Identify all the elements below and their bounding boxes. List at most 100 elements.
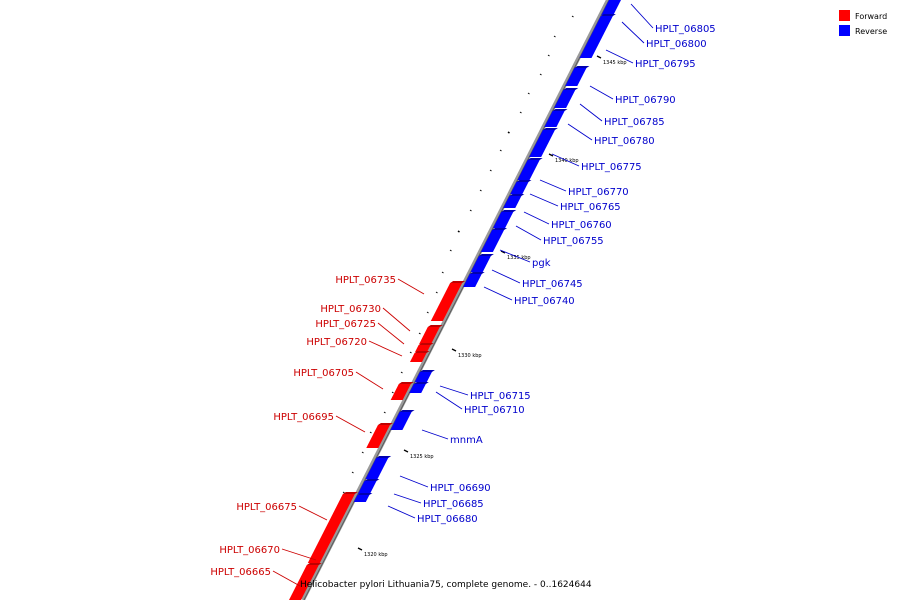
gene-label: HPLT_06785 (579, 103, 665, 128)
gene-top-face (413, 382, 429, 384)
legend-reverse-swatch (839, 25, 850, 36)
gene-top-face (306, 563, 322, 565)
gene-label: HPLT_06790 (589, 85, 676, 106)
gene-label-text: HPLT_06670 (219, 545, 280, 556)
gene-label: HPLT_06735 (335, 275, 425, 295)
forward-gene (390, 382, 414, 400)
forward-gene (415, 343, 434, 352)
leader-line (439, 385, 469, 396)
scale-tick-label: 1345 kbp (603, 60, 627, 66)
gene-body (419, 327, 440, 344)
leader-line (621, 21, 645, 44)
gene-label: HPLT_06730 (320, 304, 411, 332)
gene-body (579, 16, 613, 58)
gene-top-face (501, 210, 517, 212)
minor-tick (361, 451, 364, 454)
minor-tick (479, 189, 482, 192)
gene-label: HPLT_06755 (515, 225, 604, 247)
gene-body (390, 412, 412, 430)
gene-body (554, 90, 576, 108)
gene-label: HPLT_06695 (273, 412, 366, 433)
leader-line (272, 570, 301, 587)
leader-line (368, 340, 403, 357)
gene-label: HPLT_06795 (605, 49, 696, 70)
reverse-gene (493, 210, 517, 228)
gene-top-face (492, 228, 508, 230)
minor-tick (400, 371, 403, 374)
gene-body (470, 256, 491, 272)
reverse-gene (353, 493, 373, 502)
gene-body (353, 495, 370, 502)
gene-top-face (469, 272, 485, 274)
gene-label: HPLT_06745 (491, 269, 583, 290)
leader-line (529, 193, 559, 207)
leader-line (539, 179, 567, 192)
gene-label-text: HPLT_06680 (417, 514, 478, 525)
gene-label-text: HPLT_06685 (423, 499, 484, 510)
gene-body (307, 494, 355, 563)
gene-body (366, 425, 390, 448)
gene-top-face (357, 493, 373, 495)
reverse-gene (480, 228, 508, 252)
minor-tick (409, 351, 412, 354)
minor-tick (553, 35, 556, 38)
genome-backbone (301, 0, 610, 600)
gene-top-face (542, 128, 558, 130)
gene-label: HPLT_06760 (523, 211, 612, 231)
reverse-gene (554, 88, 579, 108)
scale-tick (403, 449, 409, 453)
minor-tick (369, 431, 372, 434)
gene-top-face (342, 492, 358, 494)
gene-label-text: HPLT_06665 (210, 567, 271, 578)
gene-top-face (563, 88, 579, 90)
gene-top-face (418, 343, 434, 345)
reverse-gene (463, 272, 485, 287)
gene-label: HPLT_06780 (567, 123, 655, 147)
leader-line (630, 3, 654, 29)
gene-top-face (600, 14, 616, 16)
minor-tick (391, 391, 394, 394)
gene-body (510, 182, 529, 194)
gene-label-text: HPLT_06710 (464, 405, 525, 416)
reverse-gene (601, 0, 621, 15)
forward-gene (419, 325, 443, 344)
forward-gene (307, 492, 358, 563)
gene-label: HPLT_06765 (529, 193, 621, 213)
gene-label-text: HPLT_06720 (306, 337, 367, 348)
gene-body (463, 274, 482, 287)
minor-tick (342, 491, 345, 494)
gene-layer (289, 0, 621, 600)
minor-tick (519, 111, 522, 114)
forward-gene (289, 563, 322, 600)
gene-body (517, 160, 540, 180)
minor-tick (469, 209, 472, 212)
gene-body (365, 458, 389, 479)
gene-body (565, 68, 587, 86)
minor-tick (383, 411, 386, 414)
gene-label-text: HPLT_06705 (293, 368, 354, 379)
gene-label-text: HPLT_06785 (604, 117, 665, 128)
gene-label-text: HPLT_06755 (543, 236, 604, 247)
leader-line (589, 85, 614, 100)
minor-tick (527, 92, 530, 95)
reverse-gene (529, 128, 558, 157)
minor-tick (449, 249, 452, 252)
minor-tick (426, 311, 429, 314)
gene-body (390, 384, 411, 400)
gene-body (544, 111, 565, 127)
leader-line (397, 278, 425, 295)
gene-label-text: pgk (532, 258, 551, 269)
gene-top-face (478, 254, 494, 256)
gene-label: HPLT_06740 (483, 286, 575, 307)
leader-line (605, 49, 634, 64)
leader-line (491, 269, 521, 284)
gene-top-face (419, 370, 435, 372)
gene-label-text: HPLT_06740 (514, 296, 575, 307)
genome-caption: Helicobacter pylori Lithuania75, complet… (300, 580, 592, 590)
gene-label-text: HPLT_06795 (635, 59, 696, 70)
gene-label-text: HPLT_06800 (646, 39, 707, 50)
leader-line (377, 322, 405, 345)
reverse-gene (517, 158, 543, 180)
gene-body (480, 230, 505, 252)
